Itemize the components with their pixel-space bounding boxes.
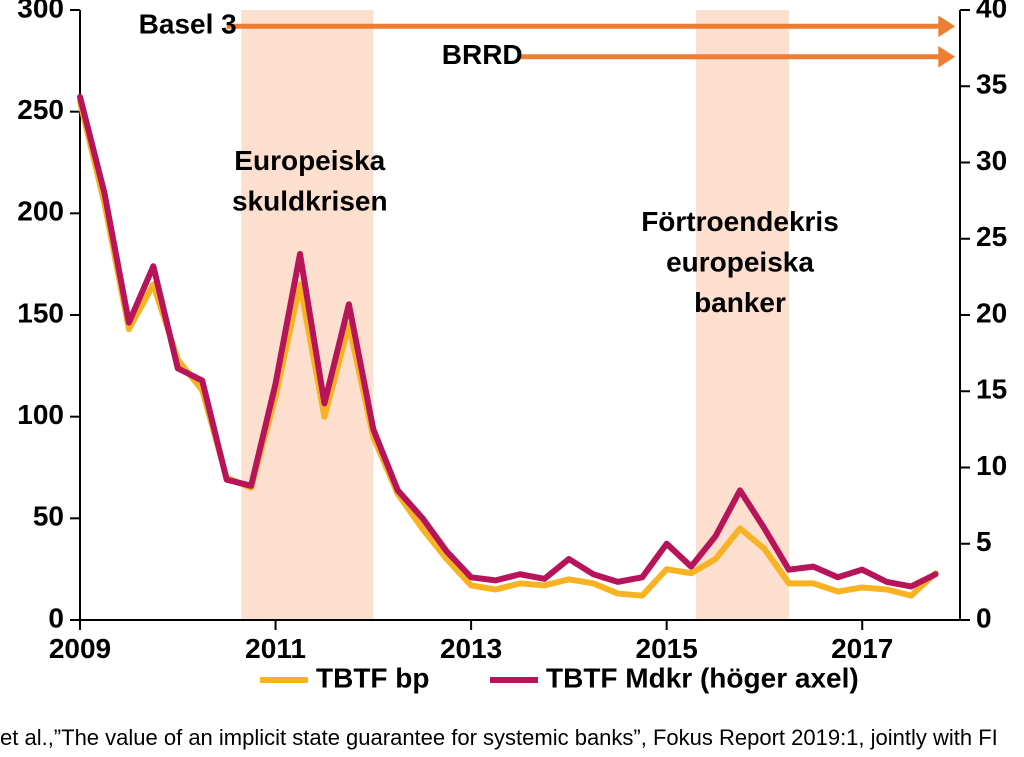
fortroende-label-1: Förtroendekris <box>641 206 839 237</box>
y-right-tick-label: 0 <box>976 602 992 633</box>
x-tick-label: 2009 <box>49 633 111 664</box>
brrd-label: BRRD <box>442 39 523 70</box>
y-left-tick-label: 100 <box>17 399 64 430</box>
y-right-tick-label: 10 <box>976 450 1007 481</box>
skuldkrisen-label-2: skuldkrisen <box>232 186 388 217</box>
legend-label: TBTF Mdkr (höger axel) <box>546 662 859 693</box>
y-right-tick-label: 25 <box>976 221 1007 252</box>
fortroende-label-2: europeiska <box>666 247 814 278</box>
y-right-tick-label: 15 <box>976 374 1007 405</box>
legend-swatch <box>260 677 308 683</box>
y-right-tick-label: 40 <box>976 0 1007 23</box>
source-caption: et al.,”The value of an implicit state g… <box>0 725 1024 751</box>
legend-label: TBTF bp <box>316 662 430 693</box>
skuldkrisen-label-1: Europeiska <box>234 145 385 176</box>
y-left-tick-label: 300 <box>17 0 64 23</box>
x-tick-label: 2017 <box>831 633 893 664</box>
y-left-tick-label: 200 <box>17 196 64 227</box>
y-left-tick-label: 0 <box>48 602 64 633</box>
y-right-tick-label: 5 <box>976 526 992 557</box>
y-right-tick-label: 20 <box>976 297 1007 328</box>
y-left-tick-label: 250 <box>17 94 64 125</box>
x-tick-label: 2013 <box>440 633 502 664</box>
x-tick-label: 2015 <box>636 633 698 664</box>
x-tick-label: 2011 <box>245 633 306 664</box>
fortroende-label-3: banker <box>694 287 786 318</box>
y-left-tick-label: 150 <box>17 297 64 328</box>
legend-swatch <box>490 677 538 683</box>
y-right-tick-label: 30 <box>976 145 1007 176</box>
dual-axis-line-chart: 0 50 100 150 200 250 300 0 5 10 15 20 25 30 35 40 2009 20… <box>0 0 1024 720</box>
y-left-tick-label: 50 <box>33 501 64 532</box>
y-right-tick-label: 35 <box>976 69 1007 100</box>
basel3-label: Basel 3 <box>139 9 237 40</box>
